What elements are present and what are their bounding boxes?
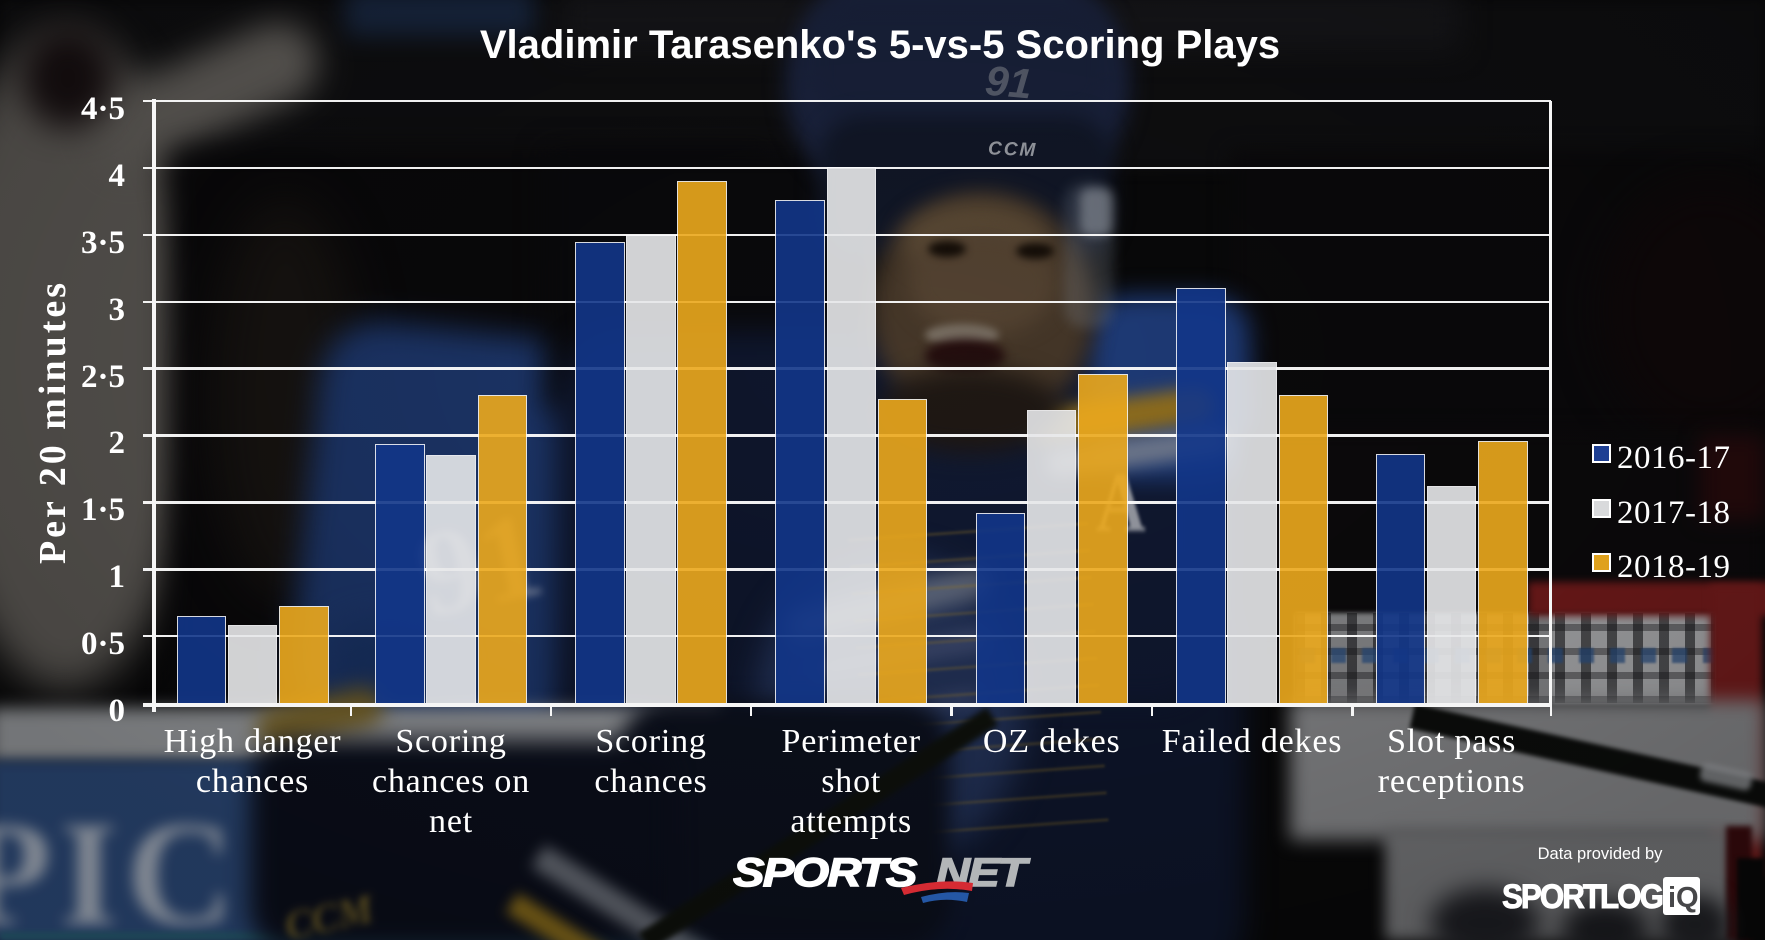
svg-text:NET: NET: [936, 857, 1030, 895]
svg-text:SPORTLOG: SPORTLOG: [1502, 877, 1663, 916]
svg-text:iQ: iQ: [1668, 882, 1699, 914]
svg-text:SPORTS: SPORTS: [733, 857, 917, 895]
